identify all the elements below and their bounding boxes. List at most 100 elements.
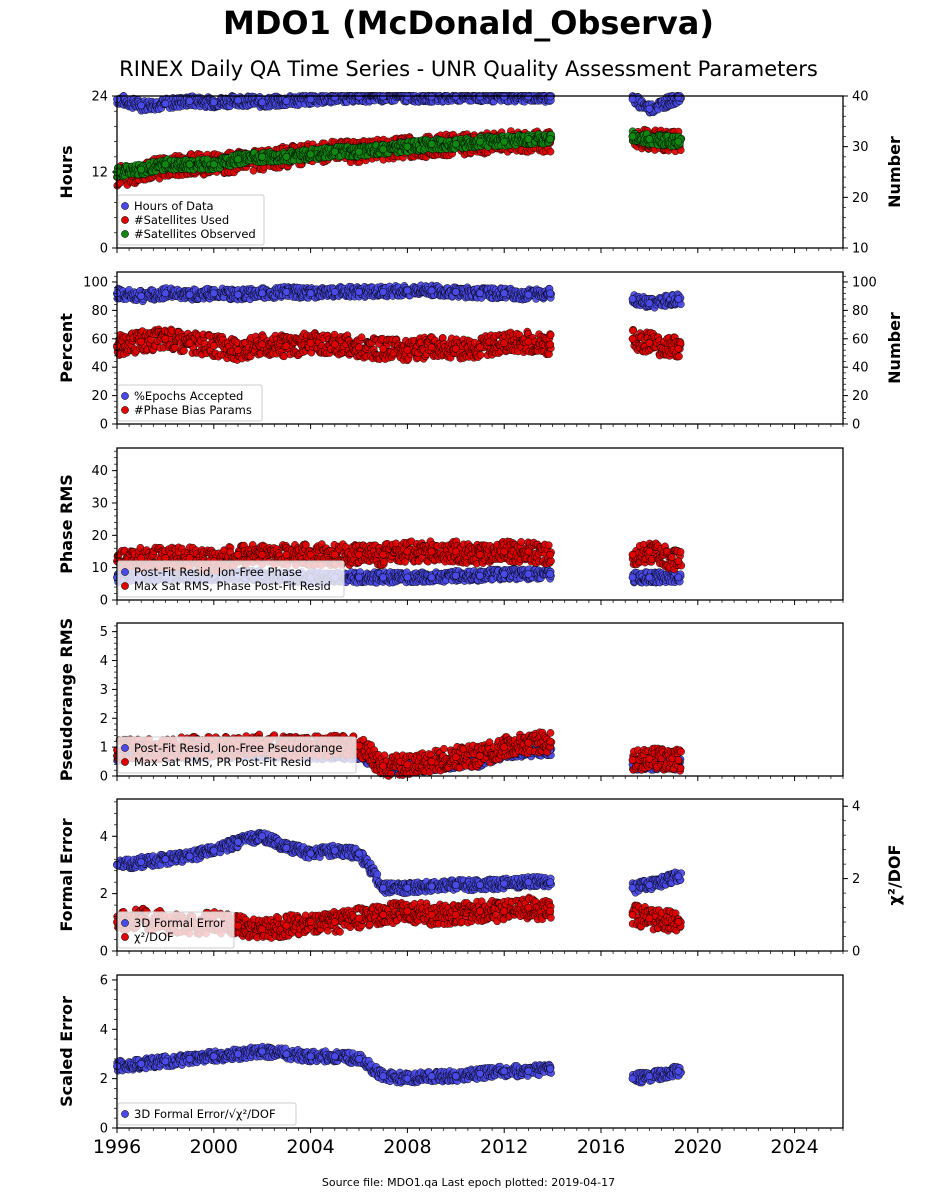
legend-label: Max Sat RMS, PR Post-Fit Resid bbox=[134, 755, 311, 769]
data-point bbox=[185, 1055, 194, 1063]
x-tick-label: 2000 bbox=[190, 1136, 238, 1158]
y-tick-label: 80 bbox=[91, 304, 108, 319]
x-tick-label: 2012 bbox=[480, 1136, 528, 1158]
legend-marker bbox=[121, 1110, 129, 1118]
data-point bbox=[451, 344, 460, 353]
data-point bbox=[355, 1055, 363, 1063]
data-point bbox=[476, 881, 484, 889]
data-point bbox=[645, 299, 654, 308]
data-point bbox=[137, 337, 146, 346]
legend-label: Post-Fit Resid, Ion-Free Pseudorange bbox=[134, 741, 342, 755]
data-point bbox=[674, 573, 683, 582]
data-point bbox=[137, 292, 146, 300]
data-point bbox=[628, 910, 637, 919]
data-point bbox=[161, 99, 170, 108]
x-tick-label: 2004 bbox=[286, 1136, 334, 1158]
data-point bbox=[427, 1072, 436, 1081]
data-point bbox=[476, 907, 484, 916]
data-point bbox=[234, 155, 242, 164]
data-point bbox=[185, 290, 194, 299]
data-point bbox=[500, 137, 509, 146]
data-point bbox=[674, 756, 683, 764]
data-point bbox=[282, 921, 291, 930]
data-point bbox=[137, 1059, 146, 1068]
data-point bbox=[330, 846, 339, 855]
x-tick-label: 2016 bbox=[577, 1136, 625, 1158]
data-point bbox=[330, 550, 339, 559]
data-point bbox=[209, 160, 218, 169]
y-tick-label: 3 bbox=[100, 683, 108, 698]
data-point bbox=[524, 290, 533, 299]
data-point bbox=[546, 907, 555, 916]
data-point bbox=[427, 547, 436, 556]
series-blue-points bbox=[113, 828, 686, 898]
data-point bbox=[427, 910, 436, 919]
data-point bbox=[234, 1050, 242, 1058]
data-point bbox=[628, 295, 637, 303]
y-tick-label: 30 bbox=[91, 496, 108, 511]
y-right-tick-label: 0 bbox=[852, 418, 860, 433]
data-point bbox=[258, 340, 267, 349]
data-point bbox=[645, 547, 654, 556]
y-tick-label: 0 bbox=[100, 242, 108, 257]
data-point bbox=[546, 570, 555, 578]
y-tick-label: 5 bbox=[100, 625, 108, 640]
panel-3: 0 10 20 30 40 Phase RMS Post-Fit Resid, Ion-Fr… bbox=[57, 447, 844, 609]
y-axis-label: Phase RMS bbox=[57, 474, 76, 574]
data-point bbox=[209, 846, 218, 855]
data-point bbox=[674, 918, 683, 926]
y-tick-label: 0 bbox=[100, 1122, 108, 1137]
data-point bbox=[403, 760, 412, 769]
legend-marker bbox=[121, 568, 129, 576]
legend-label: Post-Fit Resid, Ion-Free Phase bbox=[134, 565, 302, 579]
y-tick-label: 100 bbox=[83, 275, 108, 290]
data-point bbox=[628, 756, 637, 764]
data-point bbox=[161, 289, 170, 298]
y-axis-right-label: χ²/DOF bbox=[885, 845, 904, 906]
data-point bbox=[234, 838, 242, 846]
data-point bbox=[161, 334, 170, 343]
data-point bbox=[234, 290, 242, 299]
y-axis-label: Pseudorange RMS bbox=[57, 618, 76, 781]
y-right-tick-label: 60 bbox=[852, 332, 869, 347]
panel-4: 0 1 2 3 4 5 Pseudorange RMS Post-Fit Resid, Ion… bbox=[57, 618, 844, 785]
y-tick-label: 10 bbox=[91, 561, 108, 576]
data-point bbox=[306, 918, 315, 926]
data-point bbox=[258, 289, 267, 298]
y-tick-label: 40 bbox=[91, 361, 108, 376]
y-axis-right-label: Number bbox=[885, 312, 904, 384]
data-point bbox=[546, 1064, 555, 1073]
data-point bbox=[546, 289, 555, 298]
data-point bbox=[427, 882, 436, 891]
y-axis-label: Hours bbox=[57, 145, 76, 198]
data-point bbox=[185, 339, 194, 347]
data-point bbox=[161, 855, 170, 864]
data-point bbox=[674, 295, 683, 303]
page-subtitle: RINEX Daily QA Time Series - UNR Quality… bbox=[119, 57, 818, 81]
y-tick-label: 60 bbox=[91, 332, 108, 347]
data-point bbox=[282, 342, 291, 350]
data-point bbox=[282, 550, 291, 559]
data-point bbox=[628, 132, 637, 141]
legend-label: #Satellites Observed bbox=[134, 227, 256, 241]
y-tick-label: 2 bbox=[100, 1072, 108, 1087]
data-point bbox=[403, 573, 412, 582]
data-point bbox=[209, 98, 218, 107]
data-point bbox=[500, 907, 509, 916]
data-point bbox=[282, 843, 291, 852]
data-point bbox=[355, 550, 363, 559]
data-point bbox=[137, 101, 146, 110]
legend-marker bbox=[121, 406, 129, 414]
series-blue-points bbox=[113, 1042, 685, 1087]
data-point bbox=[306, 550, 315, 559]
data-point bbox=[674, 872, 683, 881]
data-point bbox=[645, 573, 654, 582]
y-tick-label: 12 bbox=[91, 166, 108, 181]
series-red-points bbox=[113, 325, 685, 365]
legend-label: χ²/DOF bbox=[134, 930, 174, 944]
data-point bbox=[355, 914, 363, 923]
data-point bbox=[306, 849, 315, 858]
legend: %Epochs Accepted#Phase Bias Params bbox=[117, 384, 263, 422]
data-point bbox=[476, 751, 484, 760]
